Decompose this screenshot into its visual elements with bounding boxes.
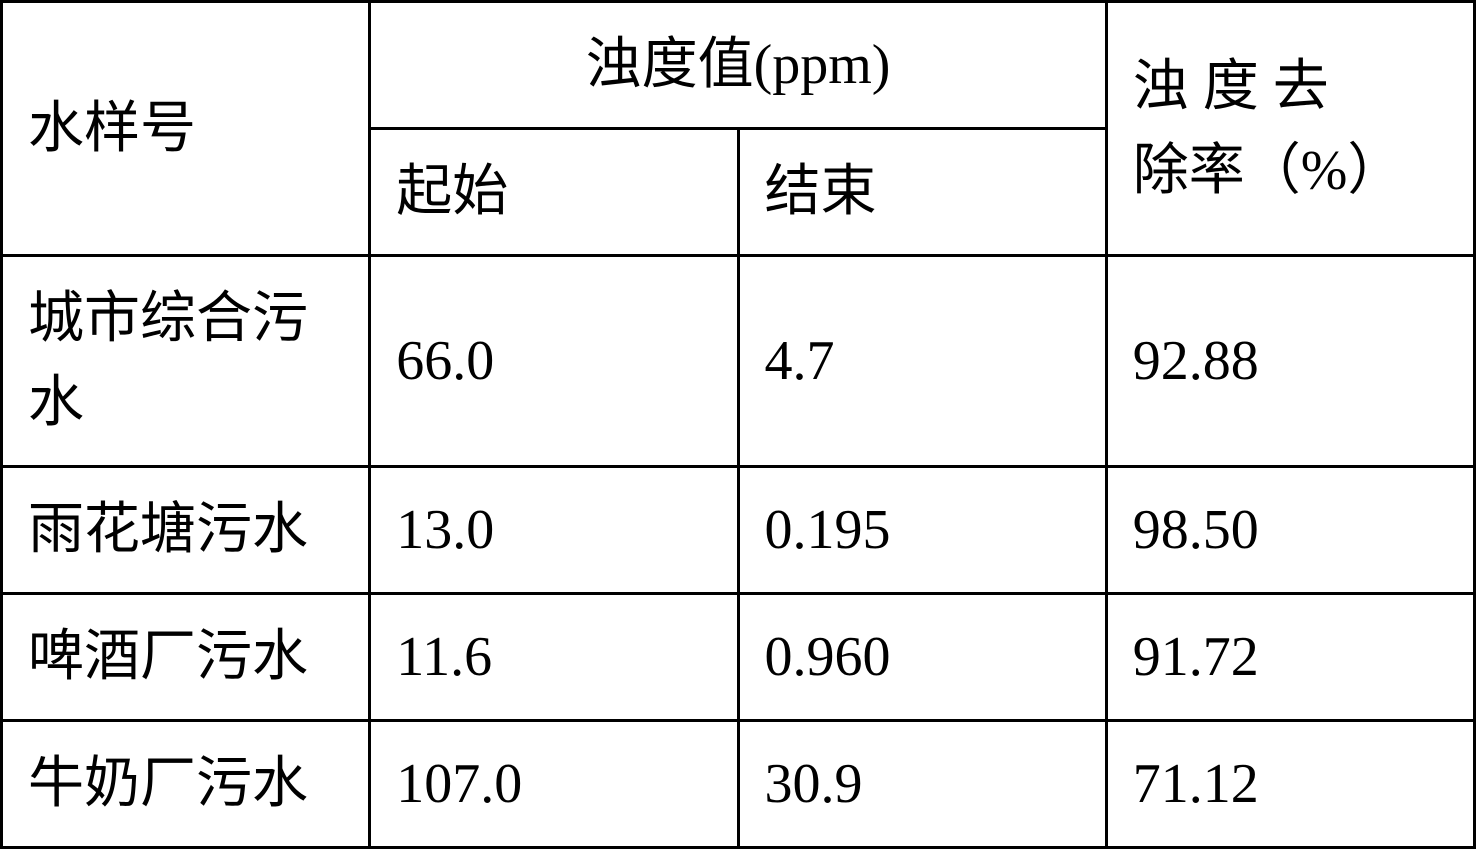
cell-value: 啤酒厂污水 (28, 626, 308, 688)
header-turbidity-value: 浊度值(ppm) (370, 2, 1107, 129)
cell-value: 71.12 (1133, 753, 1259, 815)
cell-removal-rate: 71.12 (1106, 721, 1474, 848)
cell-value: 0.195 (765, 499, 891, 561)
header-label-line1: 浊 度 去 (1133, 56, 1329, 118)
cell-sample-name: 城市综合污水 (2, 256, 370, 467)
cell-value: 91.72 (1133, 626, 1259, 688)
cell-value: 98.50 (1133, 499, 1259, 561)
cell-removal-rate: 92.88 (1106, 256, 1474, 467)
header-row-1: 水样号 浊度值(ppm) 浊 度 去 除率（%） (2, 2, 1475, 129)
header-removal-rate: 浊 度 去 除率（%） (1106, 2, 1474, 256)
cell-value: 30.9 (765, 753, 863, 815)
cell-value: 13.0 (396, 499, 494, 561)
table-row: 啤酒厂污水 11.6 0.960 91.72 (2, 594, 1475, 721)
cell-end-value: 0.195 (738, 467, 1106, 594)
cell-end-value: 0.960 (738, 594, 1106, 721)
cell-start-value: 13.0 (370, 467, 738, 594)
header-label: 起始 (396, 161, 508, 223)
cell-sample-name: 雨花塘污水 (2, 467, 370, 594)
cell-value: 11.6 (396, 626, 492, 688)
cell-value: 雨花塘污水 (28, 499, 308, 561)
header-sample-number: 水样号 (2, 2, 370, 256)
cell-value: 牛奶厂污水 (28, 753, 308, 815)
cell-removal-rate: 98.50 (1106, 467, 1474, 594)
header-label: 结束 (765, 161, 877, 223)
cell-end-value: 4.7 (738, 256, 1106, 467)
cell-value: 0.960 (765, 626, 891, 688)
cell-end-value: 30.9 (738, 721, 1106, 848)
cell-start-value: 11.6 (370, 594, 738, 721)
cell-start-value: 66.0 (370, 256, 738, 467)
header-start: 起始 (370, 129, 738, 256)
cell-value: 66.0 (396, 330, 494, 392)
turbidity-table: 水样号 浊度值(ppm) 浊 度 去 除率（%） 起始 结束 城市综合污水 66 (0, 0, 1476, 849)
table-row: 雨花塘污水 13.0 0.195 98.50 (2, 467, 1475, 594)
cell-value: 城市综合污水 (28, 288, 308, 434)
header-label: 浊度值(ppm) (586, 34, 891, 96)
table-row: 牛奶厂污水 107.0 30.9 71.12 (2, 721, 1475, 848)
cell-removal-rate: 91.72 (1106, 594, 1474, 721)
cell-start-value: 107.0 (370, 721, 738, 848)
table-row: 城市综合污水 66.0 4.7 92.88 (2, 256, 1475, 467)
cell-value: 4.7 (765, 330, 835, 392)
cell-value: 92.88 (1133, 330, 1259, 392)
header-label-line2: 除率（%） (1133, 140, 1404, 202)
header-end: 结束 (738, 129, 1106, 256)
header-label: 水样号 (28, 98, 196, 160)
cell-sample-name: 牛奶厂污水 (2, 721, 370, 848)
table-container: 水样号 浊度值(ppm) 浊 度 去 除率（%） 起始 结束 城市综合污水 66 (0, 0, 1476, 737)
cell-value: 107.0 (396, 753, 522, 815)
cell-sample-name: 啤酒厂污水 (2, 594, 370, 721)
